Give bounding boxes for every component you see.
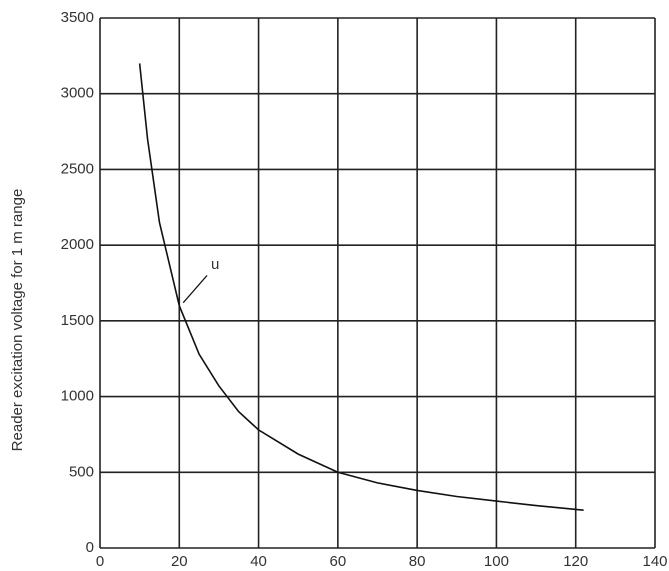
line xyxy=(140,63,584,510)
y-tick-label: 1500 xyxy=(61,312,94,329)
chart: Reader excitation voltage for 1 m range … xyxy=(0,0,669,571)
y-tick-label: 3000 xyxy=(61,85,94,102)
annotation: u xyxy=(211,256,219,273)
x-tick-label: 140 xyxy=(642,553,667,570)
y-tick-label: 500 xyxy=(69,463,94,480)
x-tick-label: 60 xyxy=(330,553,347,570)
annotation-leader xyxy=(183,275,207,302)
y-tick-label: 3500 xyxy=(61,9,94,26)
y-tick-label: 2000 xyxy=(61,236,94,253)
y-tick-label: 0 xyxy=(86,539,94,556)
x-tick-label: 40 xyxy=(250,553,267,570)
x-tick-label: 80 xyxy=(409,553,426,570)
x-tick-label: 0 xyxy=(96,553,104,570)
x-tick-label: 120 xyxy=(563,553,588,570)
x-tick-label: 20 xyxy=(171,553,188,570)
x-tick-label: 100 xyxy=(484,553,509,570)
y-tick-label: 2500 xyxy=(61,160,94,177)
y-axis-label: Reader excitation voltage for 1 m range xyxy=(9,189,26,452)
y-tick-label: 1000 xyxy=(61,388,94,405)
